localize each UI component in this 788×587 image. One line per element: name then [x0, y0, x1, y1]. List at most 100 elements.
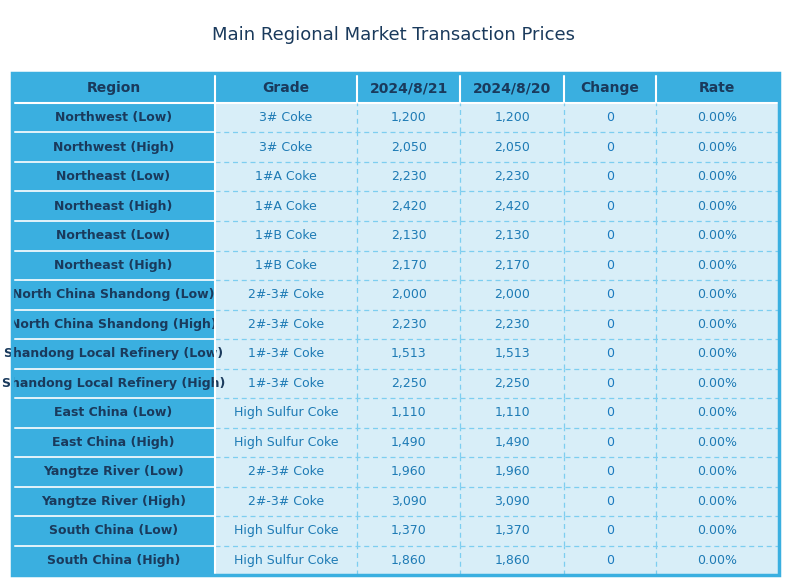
- Text: 1,490: 1,490: [494, 436, 530, 449]
- Bar: [215, 103, 357, 133]
- Bar: [656, 398, 779, 428]
- Bar: [215, 457, 357, 487]
- Text: Yangtze River (High): Yangtze River (High): [41, 495, 186, 508]
- Bar: [357, 133, 460, 162]
- Bar: [357, 162, 460, 191]
- Text: 0: 0: [606, 288, 614, 301]
- Text: 2,420: 2,420: [391, 200, 426, 212]
- Bar: [564, 191, 656, 221]
- Text: Northwest (High): Northwest (High): [53, 141, 174, 154]
- Text: 2024/8/21: 2024/8/21: [370, 81, 448, 95]
- Bar: [12, 280, 215, 309]
- Bar: [12, 546, 215, 575]
- Text: 2,130: 2,130: [494, 230, 530, 242]
- Text: South China (Low): South China (Low): [49, 524, 178, 538]
- Text: 0: 0: [606, 406, 614, 419]
- Text: 3,090: 3,090: [391, 495, 426, 508]
- Bar: [656, 339, 779, 369]
- Text: 1#-3# Coke: 1#-3# Coke: [248, 348, 324, 360]
- Bar: [357, 428, 460, 457]
- Bar: [215, 162, 357, 191]
- Text: 1,960: 1,960: [494, 465, 530, 478]
- Text: 0.00%: 0.00%: [697, 524, 738, 538]
- Text: 1#A Coke: 1#A Coke: [255, 200, 317, 212]
- Text: 2#-3# Coke: 2#-3# Coke: [248, 318, 324, 331]
- Bar: [460, 162, 564, 191]
- Text: 0.00%: 0.00%: [697, 170, 738, 183]
- Bar: [460, 309, 564, 339]
- Bar: [12, 221, 215, 251]
- Bar: [564, 339, 656, 369]
- Text: East China (High): East China (High): [52, 436, 175, 449]
- Bar: [12, 191, 215, 221]
- Text: 0: 0: [606, 200, 614, 212]
- Bar: [564, 398, 656, 428]
- Bar: [460, 487, 564, 516]
- Bar: [357, 251, 460, 280]
- Text: 0.00%: 0.00%: [697, 259, 738, 272]
- Bar: [564, 280, 656, 309]
- Bar: [12, 251, 215, 280]
- Bar: [460, 221, 564, 251]
- Text: 0: 0: [606, 554, 614, 567]
- Bar: [656, 516, 779, 546]
- Text: 2#-3# Coke: 2#-3# Coke: [248, 465, 324, 478]
- Text: 0: 0: [606, 495, 614, 508]
- Text: 2,230: 2,230: [391, 318, 426, 331]
- Text: Yangtze River (Low): Yangtze River (Low): [43, 465, 184, 478]
- Bar: [460, 369, 564, 398]
- Text: 0: 0: [606, 436, 614, 449]
- Bar: [215, 191, 357, 221]
- Bar: [460, 428, 564, 457]
- Text: 2,000: 2,000: [494, 288, 530, 301]
- Bar: [215, 280, 357, 309]
- Text: 3,090: 3,090: [494, 495, 530, 508]
- Bar: [12, 516, 215, 546]
- Bar: [215, 251, 357, 280]
- Text: 2,170: 2,170: [494, 259, 530, 272]
- Bar: [656, 309, 779, 339]
- Text: 0.00%: 0.00%: [697, 436, 738, 449]
- Bar: [656, 133, 779, 162]
- Bar: [215, 133, 357, 162]
- Text: 0.00%: 0.00%: [697, 465, 738, 478]
- Bar: [12, 73, 779, 103]
- Text: High Sulfur Coke: High Sulfur Coke: [234, 436, 338, 449]
- Bar: [215, 546, 357, 575]
- Bar: [12, 428, 215, 457]
- Bar: [357, 457, 460, 487]
- Bar: [12, 398, 215, 428]
- Text: Rate: Rate: [699, 81, 735, 95]
- Bar: [656, 103, 779, 133]
- Text: 1#B Coke: 1#B Coke: [255, 230, 317, 242]
- Text: Northeast (High): Northeast (High): [54, 259, 173, 272]
- Text: 1,860: 1,860: [391, 554, 426, 567]
- Text: 0.00%: 0.00%: [697, 230, 738, 242]
- Text: 2,050: 2,050: [494, 141, 530, 154]
- Bar: [357, 369, 460, 398]
- Text: 2,170: 2,170: [391, 259, 426, 272]
- Bar: [12, 73, 779, 575]
- Text: 0: 0: [606, 259, 614, 272]
- Bar: [357, 309, 460, 339]
- Bar: [460, 516, 564, 546]
- Text: 0.00%: 0.00%: [697, 141, 738, 154]
- Bar: [460, 191, 564, 221]
- Text: 2,230: 2,230: [494, 318, 530, 331]
- Text: 1,513: 1,513: [494, 348, 530, 360]
- Text: 2,230: 2,230: [494, 170, 530, 183]
- Bar: [12, 309, 215, 339]
- Text: 0: 0: [606, 524, 614, 538]
- Text: High Sulfur Coke: High Sulfur Coke: [234, 524, 338, 538]
- Text: 2,420: 2,420: [494, 200, 530, 212]
- Text: 2,230: 2,230: [391, 170, 426, 183]
- Bar: [357, 103, 460, 133]
- Text: High Sulfur Coke: High Sulfur Coke: [234, 406, 338, 419]
- Bar: [12, 487, 215, 516]
- Text: 0.00%: 0.00%: [697, 495, 738, 508]
- Bar: [564, 487, 656, 516]
- Bar: [656, 251, 779, 280]
- Text: 1,370: 1,370: [494, 524, 530, 538]
- Text: 1,200: 1,200: [494, 111, 530, 124]
- Bar: [656, 162, 779, 191]
